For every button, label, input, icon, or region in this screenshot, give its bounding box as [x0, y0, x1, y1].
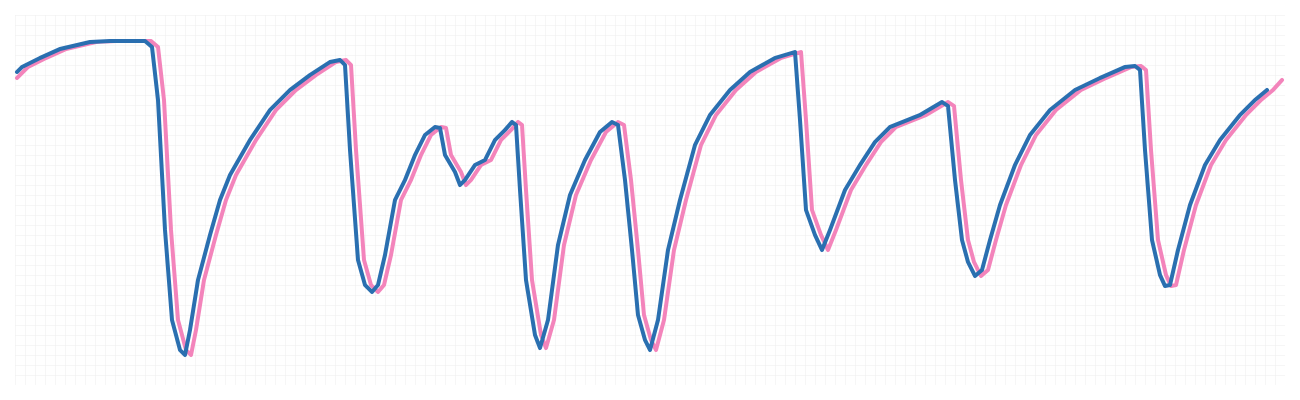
line — [15, 39, 1269, 357]
line — [15, 39, 1284, 357]
